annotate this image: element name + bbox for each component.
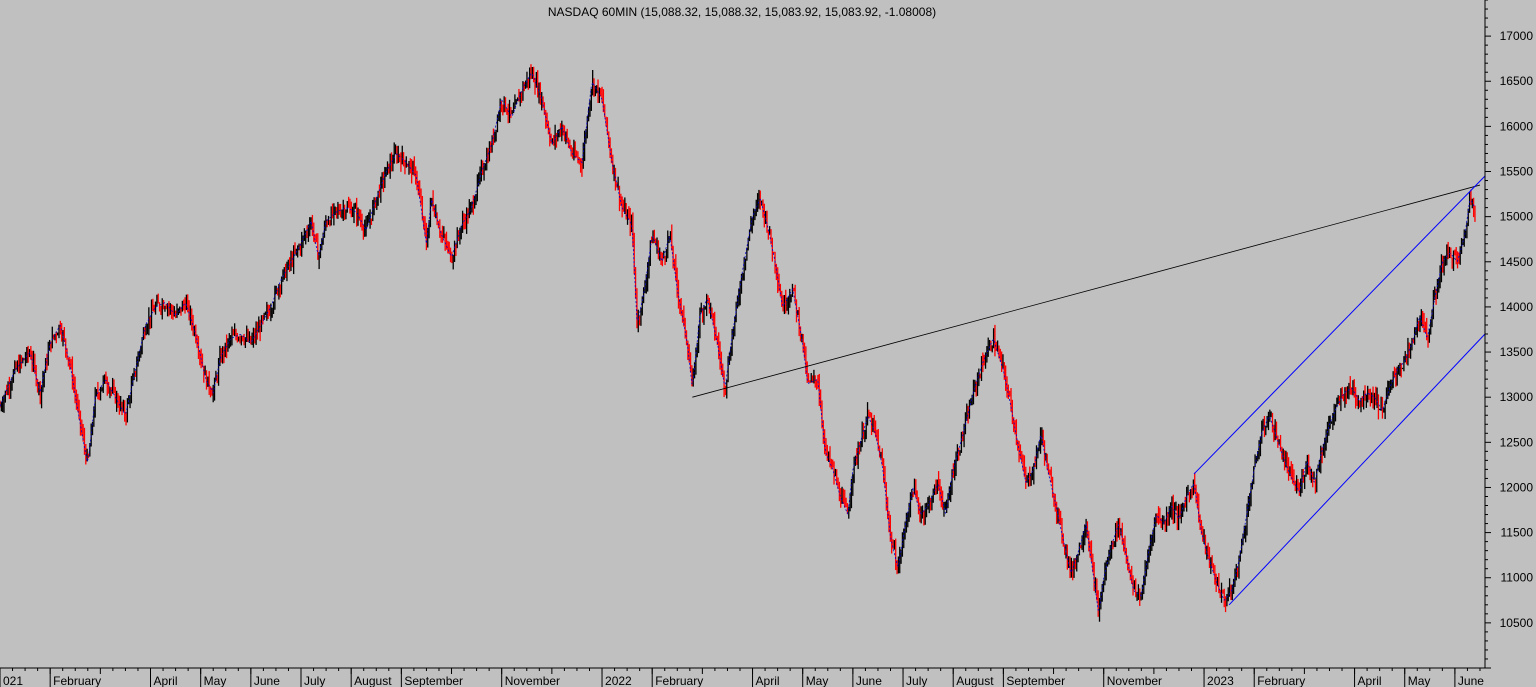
x-tick-label: June bbox=[856, 674, 882, 687]
x-tick-label: June bbox=[1458, 674, 1484, 687]
x-tick-label: September bbox=[404, 674, 463, 687]
y-tick-label: 12000 bbox=[1500, 480, 1534, 494]
x-tick-label: August bbox=[354, 674, 392, 687]
y-tick-label: 13500 bbox=[1500, 345, 1534, 359]
y-tick-label: 11000 bbox=[1501, 571, 1534, 585]
x-tick-label: May bbox=[806, 674, 829, 687]
x-tick-label: May bbox=[1408, 674, 1431, 687]
x-tick-label: April bbox=[756, 674, 780, 687]
resistance-trendline bbox=[692, 184, 1481, 398]
y-tick-label: 12500 bbox=[1500, 435, 1534, 449]
x-tick-label: April bbox=[1358, 674, 1382, 687]
y-tick-label: 16500 bbox=[1500, 74, 1534, 88]
x-axis: 021 February April May June July August Septemb… bbox=[0, 667, 1485, 687]
y-tick-label: 11500 bbox=[1501, 526, 1534, 540]
x-tick-label: July bbox=[304, 674, 325, 687]
x-tick-label: July bbox=[906, 674, 927, 687]
chart-title: NASDAQ 60MIN (15,088.32, 15,088.32, 15,0… bbox=[548, 5, 936, 19]
y-axis: 10500 11000 11500 12000 12500 13000 13500 14000… bbox=[1484, 0, 1534, 669]
x-tick-label: February bbox=[53, 674, 101, 687]
x-tick-label: August bbox=[956, 674, 994, 687]
y-tick-label: 14000 bbox=[1500, 300, 1534, 314]
x-tick-label: 021 bbox=[3, 674, 23, 687]
candlestick-series bbox=[0, 64, 1476, 622]
y-tick-label: 13000 bbox=[1500, 390, 1534, 404]
x-tick-label: 2022 bbox=[605, 674, 632, 687]
x-tick-label: 2023 bbox=[1207, 674, 1234, 687]
y-tick-label: 17000 bbox=[1500, 29, 1534, 43]
x-tick-label: February bbox=[1257, 674, 1305, 687]
plot-area bbox=[0, 64, 1486, 622]
y-tick-label: 16000 bbox=[1500, 119, 1534, 133]
moving-average-line bbox=[0, 73, 1476, 612]
x-tick-label: November bbox=[505, 674, 560, 687]
y-tick-label: 10500 bbox=[1500, 616, 1534, 630]
y-tick-label: 14500 bbox=[1500, 255, 1534, 269]
y-tick-label: 15000 bbox=[1500, 210, 1534, 224]
x-tick-label: February bbox=[655, 674, 703, 687]
y-tick-label: 15500 bbox=[1500, 165, 1534, 179]
x-tick-label: June bbox=[254, 674, 280, 687]
channel-upper-line bbox=[1193, 175, 1486, 475]
x-tick-label: November bbox=[1107, 674, 1162, 687]
x-tick-label: April bbox=[154, 674, 178, 687]
channel-lower-line bbox=[1228, 333, 1486, 606]
x-tick-label: May bbox=[204, 674, 227, 687]
x-tick-label: September bbox=[1006, 674, 1065, 687]
